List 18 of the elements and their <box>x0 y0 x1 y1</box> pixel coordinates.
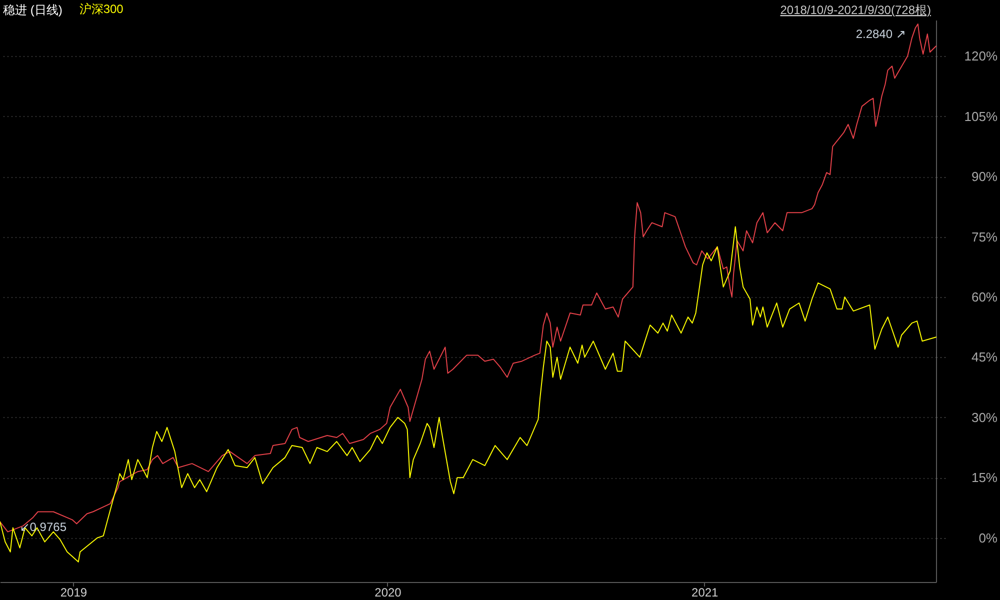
y-tick-label: 60% <box>971 289 998 304</box>
y-tick-label: 15% <box>971 470 998 486</box>
line-series <box>0 226 936 562</box>
annotation: 2.2840 ↗ <box>856 27 906 42</box>
line-series <box>0 24 936 532</box>
x-tick-label: 2019 <box>60 586 88 600</box>
x-tick-label: 2021 <box>692 586 719 600</box>
x-tick-label: 2020 <box>374 586 402 600</box>
y-tick-label: 90% <box>971 169 998 184</box>
text: 2018/10/9-2021/9/30(728根) <box>780 3 931 17</box>
y-tick-label: 75% <box>971 229 998 244</box>
y-tick-label: 30% <box>971 410 998 425</box>
chart-title: 稳进 (日线) <box>3 3 62 17</box>
y-tick-label: 45% <box>971 350 998 365</box>
text: 沪深300 <box>79 2 124 16</box>
y-tick-label: 105% <box>964 108 998 124</box>
y-tick-label: 120% <box>964 48 998 64</box>
y-tick-label: 0% <box>978 530 998 546</box>
